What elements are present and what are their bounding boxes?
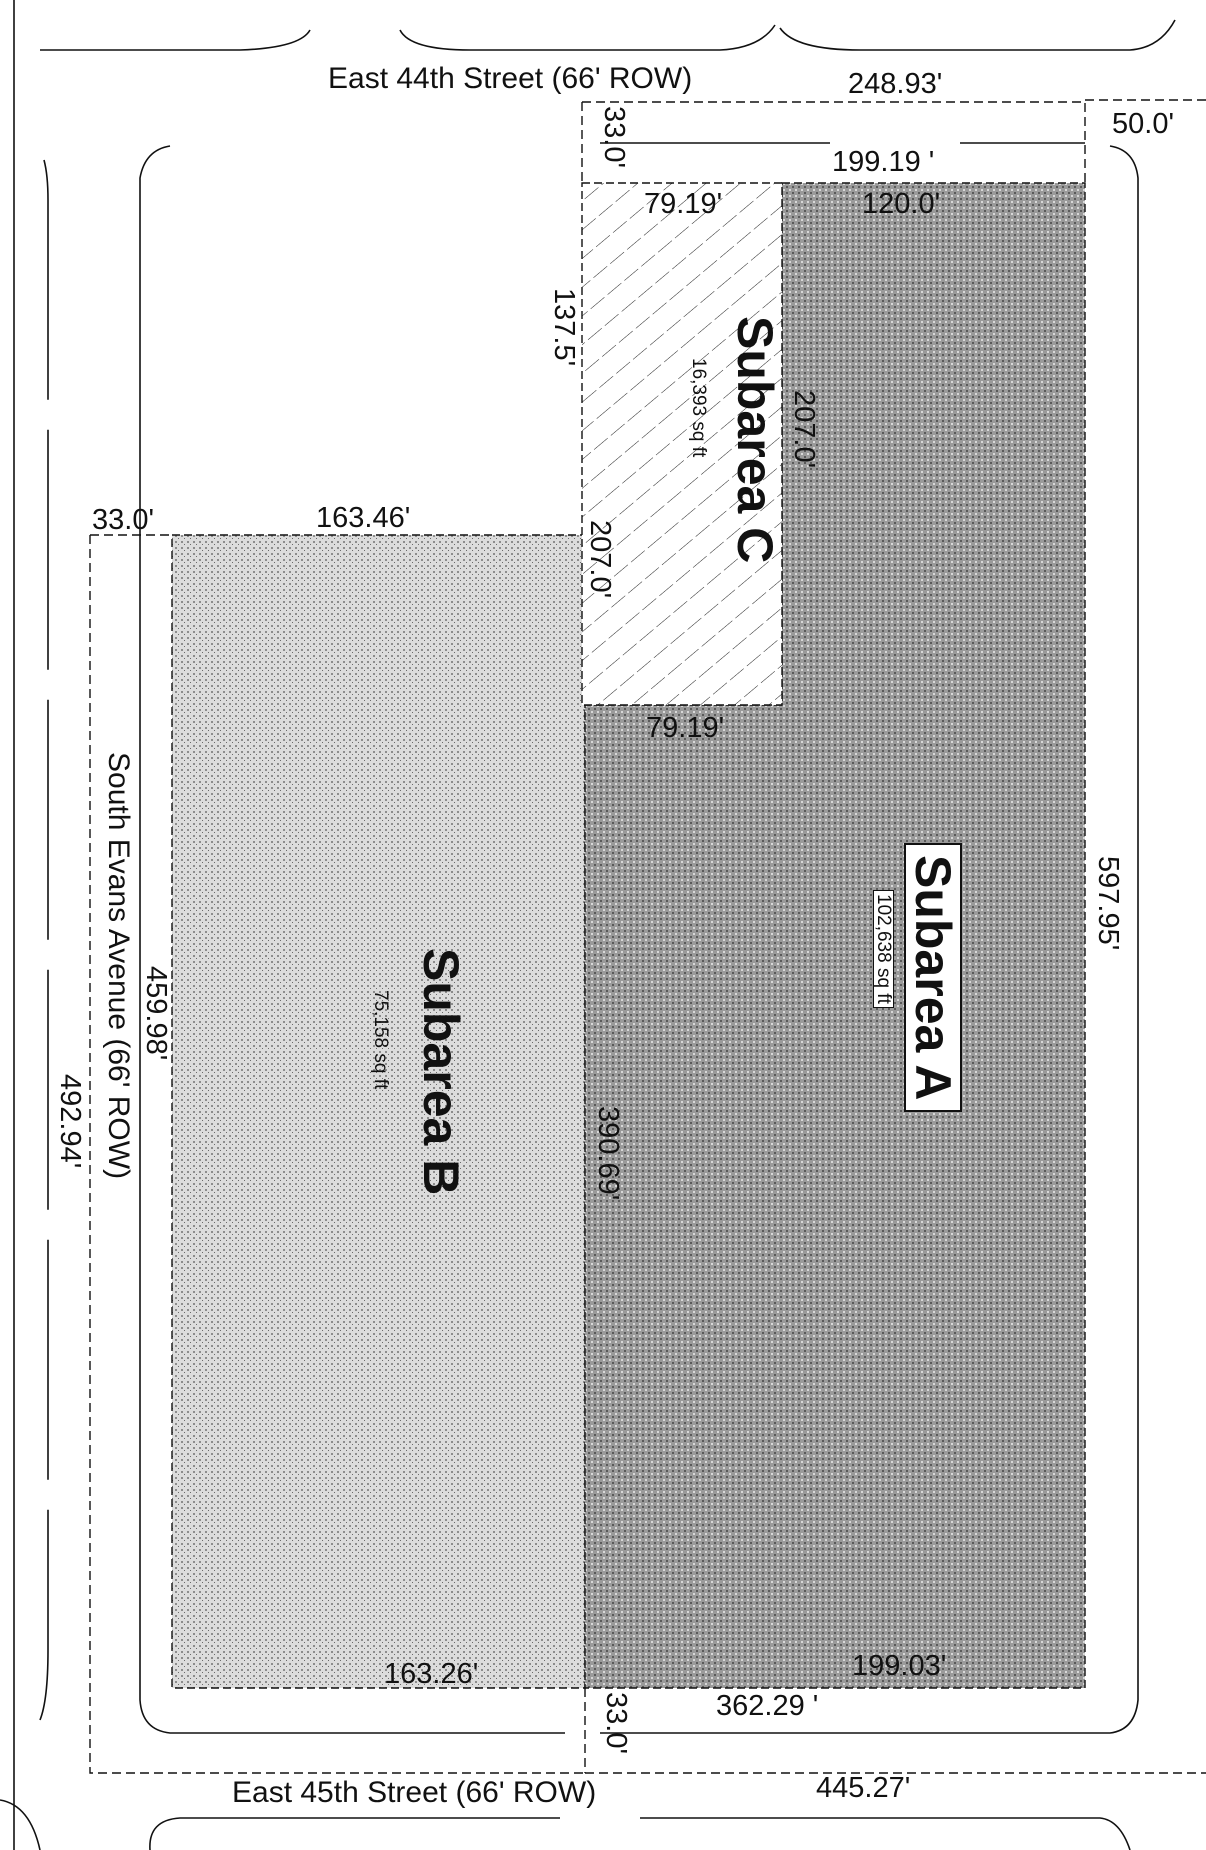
dim-bottom-inner: 362.29 ': [716, 1690, 819, 1722]
dim-top-row-left: 33.0': [598, 106, 630, 168]
subarea-a-area: 102,638 sq ft: [873, 890, 894, 1008]
dim-c-top: 79.19': [644, 188, 723, 220]
curb-lines: [0, 0, 1176, 1850]
subarea-b-title: Subarea B: [413, 948, 469, 1196]
dim-a-left: 390.69': [592, 1106, 624, 1201]
dim-bottom-row-left: 33.0': [600, 1692, 632, 1754]
street-label-west: South Evans Avenue (66' ROW): [102, 752, 135, 1180]
dim-b-top: 163.46': [316, 502, 411, 534]
dim-top-total: 248.93': [848, 68, 943, 100]
subarea-a-title: Subarea A: [904, 843, 962, 1113]
dim-west-total: 492.94': [54, 1074, 86, 1169]
dim-c-left-lower: 207.0': [584, 520, 616, 599]
dim-b-bottom: 163.26': [384, 1658, 479, 1690]
dim-c-right: 207.0': [788, 390, 820, 469]
street-label-south: East 45th Street (66' ROW): [232, 1776, 597, 1809]
street-label-north: East 44th Street (66' ROW): [328, 62, 693, 95]
dim-a-right: 597.95': [1092, 856, 1124, 951]
dim-b-left: 459.98': [140, 966, 172, 1061]
subarea-b-area: 75,158 sq ft: [370, 990, 391, 1090]
subarea-c-title: Subarea C: [727, 316, 783, 564]
row-boundaries: [89, 99, 1206, 1774]
dim-a-bottom: 199.03': [852, 1650, 947, 1682]
dim-b-row-left: 33.0': [92, 504, 154, 536]
subarea-c-area: 16,393 sq ft: [688, 358, 709, 458]
dim-top-right-offset: 50.0': [1112, 108, 1174, 140]
subarea-c-parcel: [581, 182, 783, 706]
dim-c-left: 137.5': [548, 288, 580, 367]
dim-top-inner: 199.19 ': [832, 146, 935, 178]
dimension-lines: [600, 142, 1085, 144]
dim-bottom-total: 445.27': [816, 1772, 911, 1804]
dim-a-top: 120.0': [862, 188, 941, 220]
subarea-b-parcel: [171, 534, 586, 1689]
dim-c-bottom: 79.19': [646, 712, 725, 744]
